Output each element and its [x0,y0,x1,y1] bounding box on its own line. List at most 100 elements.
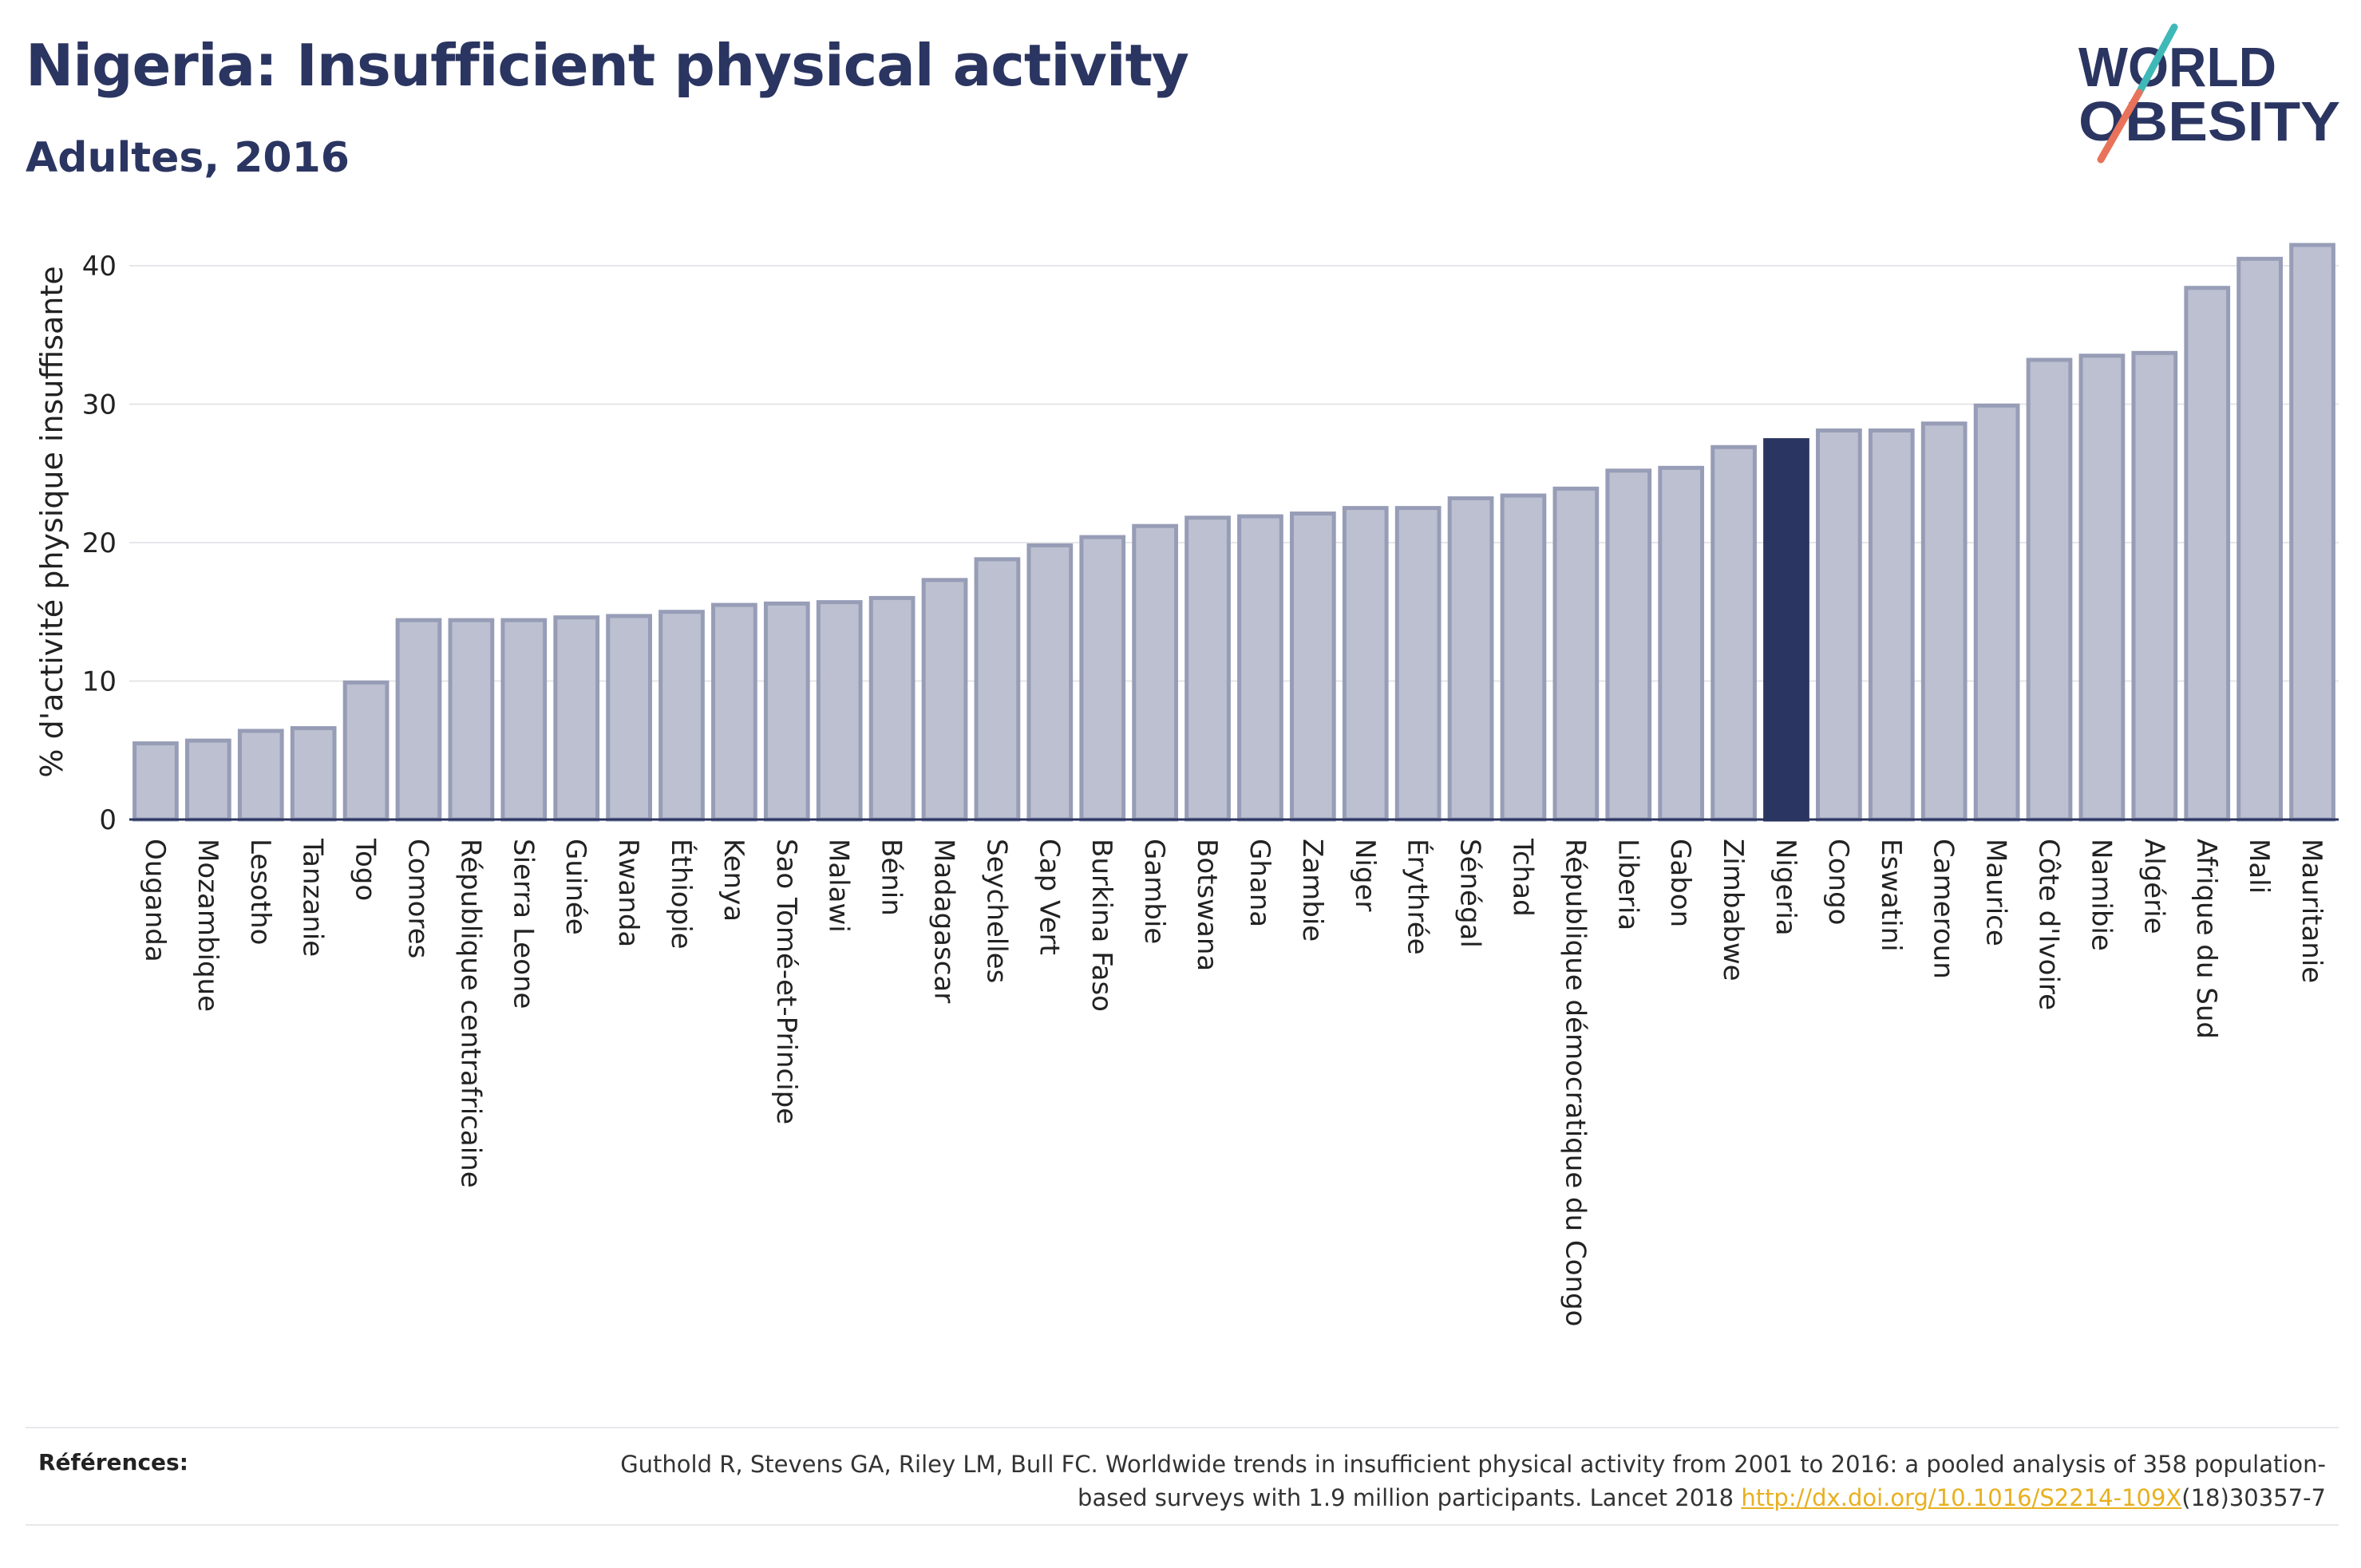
x-tick-label: Lesotho [244,839,276,945]
references-text: Guthold R, Stevens GA, Riley LM, Bull FC… [570,1448,2326,1515]
reference-doi-link[interactable]: http://dx.doi.org/10.1016/S2214-109X [1741,1484,2182,1511]
x-tick-label: Tchad [1506,838,1538,917]
bar [1605,468,1652,822]
x-tick-label: Zambie [1296,839,1328,942]
bar [974,557,1021,822]
bar [1237,514,1283,822]
bar-highlight [1763,438,1809,822]
x-tick-label: Namibie [2085,839,2117,951]
x-tick-label: Cap Vert [1033,839,1065,955]
x-tick-label: Sao Tomé-et-Principe [770,839,802,1124]
bar [1132,523,1179,822]
y-tick-label: 0 [99,804,117,836]
bar [1816,428,1862,822]
x-tick-label: Sénégal [1454,839,1486,948]
bar [1289,511,1336,822]
bar [658,610,705,822]
bar [1500,493,1547,822]
y-tick-label: 20 [82,527,117,559]
x-tick-label: Gabon [1664,839,1696,927]
world-obesity-logo: WORLD OBESITY [2078,23,2340,164]
x-tick-label: Guinée [560,839,591,935]
bar [1447,496,1494,822]
x-tick-label: Ghana [1244,839,1275,927]
x-tick-label: Côte d'Ivoire [2033,839,2065,1010]
bar [1920,421,1968,822]
bar [2184,286,2231,822]
bar [2078,353,2126,822]
bar [500,618,548,822]
bar [342,680,390,822]
x-tick-label: Tanzanie [297,838,329,957]
x-tick-label: Togo [350,838,382,901]
bar [132,741,179,822]
x-tick-label: Mauritanie [2296,839,2327,983]
bar [868,595,916,822]
bar [1026,543,1074,822]
bar [2236,256,2284,822]
chart-subtitle: Adultes, 2016 [26,134,350,182]
bar [921,578,968,822]
x-tick-label: Botswana [1191,839,1223,971]
x-tick-label: Malawi [823,839,855,933]
x-tick-label: République centrafricaine [454,839,486,1188]
bar [1184,515,1231,822]
x-tick-label: Nigeria [1770,839,1801,936]
x-tick-label: Kenya [718,839,749,922]
x-tick-label: Mozambique [192,839,223,1012]
bar [2289,243,2335,822]
bar-chart: 0 10 20 30 40 % d'activité physique insuffisa… [34,243,2339,1326]
x-tick-label: Liberia [1612,839,1643,930]
bar [1868,428,1915,822]
y-tick-label: 10 [82,666,117,698]
x-tick-label: Érythrée [1402,839,1434,955]
y-tick-label: 30 [82,389,117,421]
x-tick-label: Seychelles [980,839,1012,983]
bar [553,615,600,822]
references-divider-top [26,1427,2339,1428]
x-tick-label: Comores [401,839,433,958]
bar [1973,403,2020,822]
x-tick-label: Congo [1822,839,1854,925]
x-tick-label: Maurice [1980,839,2012,946]
x-tick-label: Madagascar [928,839,960,1003]
bar [1658,465,1705,822]
x-tick-label: Ouganda [139,839,171,962]
reference-doi-suffix: (18)30357-7 [2181,1484,2326,1511]
bar [2026,357,2073,822]
x-tick-label: Sierra Leone [507,839,539,1009]
bar [2131,350,2178,822]
bar [606,614,652,822]
reference-citation: Guthold R, Stevens GA, Riley LM, Bull FC… [620,1451,2326,1511]
bar [763,601,810,822]
x-tick-label: Niger [1349,839,1381,911]
references-label: Références: [38,1449,188,1475]
x-tick-label: Algérie [2138,839,2169,934]
bar [184,738,231,822]
bar [1394,506,1442,822]
references-divider-bottom [26,1524,2339,1526]
y-axis-title: % d'activité physique insuffisante [34,266,69,777]
x-tick-label: Gambie [1138,839,1170,944]
bar [448,618,495,822]
x-tick-label: Burkina Faso [1086,839,1117,1012]
bar [1552,486,1600,822]
x-tick-label: Cameroun [1928,839,1960,979]
bar [395,618,442,822]
y-tick-label: 40 [82,251,117,282]
bar [711,602,757,822]
bar [237,729,284,822]
x-tick-label: Mali [2243,839,2275,894]
x-tick-label: Rwanda [612,839,644,947]
x-tick-label: Zimbabwe [1717,839,1749,981]
bar [1342,506,1389,822]
x-tick-label: Eswatini [1875,839,1907,952]
x-tick-label: Bénin [876,839,908,916]
bar [816,600,863,822]
bar [1079,535,1126,822]
x-tick-label: Éthiopie [665,839,698,950]
bar [290,725,337,822]
bar [1710,444,1757,822]
svg-text:WORLD: WORLD [2078,36,2276,98]
x-tick-label: Afrique du Sud [2190,839,2222,1039]
